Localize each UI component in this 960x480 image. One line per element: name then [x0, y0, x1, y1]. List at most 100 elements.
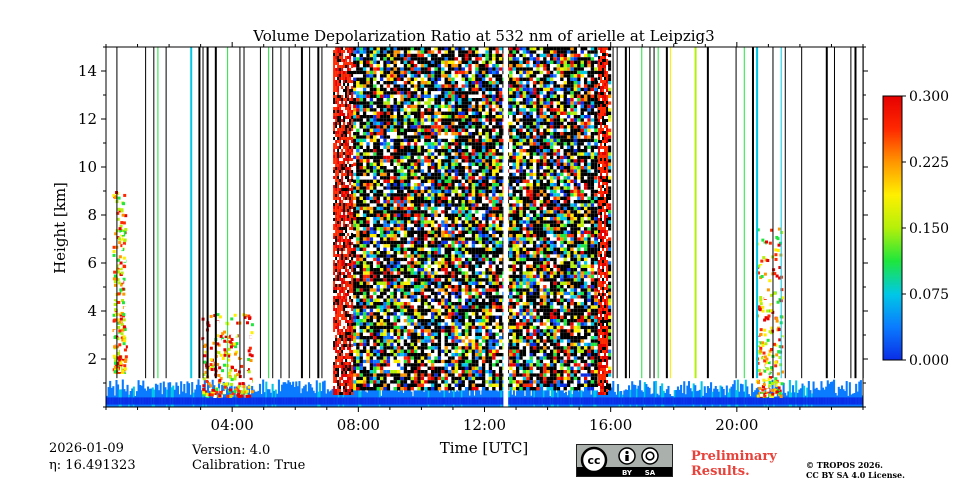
noise-cell: [430, 383, 435, 387]
noise-cell: [424, 261, 428, 265]
noise-cell: [383, 210, 387, 214]
noise-cell: [376, 94, 380, 98]
noise-cell: [447, 251, 452, 255]
noise-cell: [376, 217, 380, 221]
noise-cell: [407, 387, 411, 391]
noise-cell: [376, 349, 380, 353]
bl-base: [665, 397, 668, 405]
bl-base: [628, 397, 631, 405]
noise-cell: [417, 264, 421, 268]
noise-cell: [396, 74, 401, 78]
noise-cell: [437, 220, 442, 224]
bl-base: [363, 397, 366, 405]
noise-cell: [403, 50, 408, 54]
noise-cell: [468, 322, 472, 326]
noise-cell: [407, 186, 411, 190]
bl-base: [192, 397, 195, 405]
noise-cell: [451, 64, 455, 68]
bl-base: [743, 397, 746, 405]
noise-cell: [376, 138, 380, 143]
noise-cell: [407, 166, 411, 170]
bl-base: [497, 397, 500, 405]
noise-cell: [386, 166, 391, 170]
noise-cell: [356, 142, 360, 146]
noise-cell: [407, 353, 411, 357]
noise-cell: [390, 213, 394, 217]
noise-cell: [417, 172, 421, 177]
noise-cell: [461, 159, 465, 163]
noise-cell: [413, 210, 418, 214]
noise-cell: [393, 50, 397, 54]
noise-cell: [464, 285, 469, 289]
noise-cell: [393, 128, 397, 132]
noise-cell: [420, 329, 425, 333]
noise-cell: [441, 315, 445, 319]
noise-cell: [437, 60, 442, 64]
bl-base: [765, 397, 768, 405]
noise-cell: [444, 176, 448, 180]
bl-column: [429, 385, 432, 407]
bl-column: [413, 381, 416, 407]
bl-base: [639, 397, 642, 405]
noise-cell: [403, 128, 408, 132]
noise-cell: [451, 189, 455, 194]
noise-cell: [410, 227, 414, 231]
noise-cell: [417, 213, 421, 217]
noise-cell: [359, 152, 363, 156]
noise-cell: [444, 295, 448, 299]
noise-cell: [390, 135, 394, 139]
noise-cell: [362, 172, 367, 177]
noise-cell: [362, 169, 367, 173]
noise-cell: [390, 203, 394, 207]
noise-cell: [437, 383, 442, 387]
noise-cell: [461, 91, 465, 95]
noise-cell: [383, 315, 387, 319]
noise-cell: [471, 128, 476, 132]
noise-cell: [366, 183, 370, 187]
noise-cell: [403, 244, 408, 248]
bl-base: [741, 397, 744, 405]
bl-base: [528, 397, 531, 405]
noise-cell: [451, 172, 455, 177]
bl-column: [848, 382, 851, 407]
noise-cell: [464, 162, 469, 166]
noise-cell: [390, 342, 394, 347]
noise-cell: [454, 257, 459, 262]
noise-cell: [393, 370, 397, 374]
bl-base: [602, 397, 605, 405]
noise-cell: [441, 254, 445, 258]
noise-cell: [451, 128, 455, 132]
noise-cell: [420, 234, 425, 238]
noise-cell: [410, 288, 414, 292]
noise-cell: [400, 240, 404, 245]
bl-base: [637, 397, 640, 405]
noise-cell: [369, 155, 374, 160]
bl-base: [654, 397, 657, 405]
noise-cell: [427, 67, 431, 71]
noise-cell: [451, 366, 455, 370]
noise-cell: [356, 196, 360, 200]
noise-cell: [441, 332, 445, 336]
noise-cell: [366, 339, 370, 343]
noise-cell: [475, 186, 479, 190]
noise-cell: [437, 162, 442, 166]
bl-base: [727, 397, 730, 405]
bl-base: [145, 397, 148, 405]
noise-cell: [376, 308, 380, 313]
bl-base: [126, 397, 129, 405]
noise-cell: [475, 138, 479, 143]
noise-cell: [393, 203, 397, 207]
noise-cell: [424, 179, 428, 183]
noise-cell: [427, 172, 431, 177]
noise-cell: [352, 247, 357, 251]
noise-cell: [400, 94, 404, 98]
noise-cell: [403, 101, 408, 105]
noise-cell: [437, 94, 442, 98]
noise-cell: [468, 67, 472, 71]
noise-cell: [396, 376, 401, 381]
bl-base: [640, 397, 643, 405]
bl-base: [334, 397, 337, 405]
noise-cell: [468, 50, 472, 54]
noise-cell: [417, 94, 421, 98]
noise-cell: [417, 81, 421, 85]
